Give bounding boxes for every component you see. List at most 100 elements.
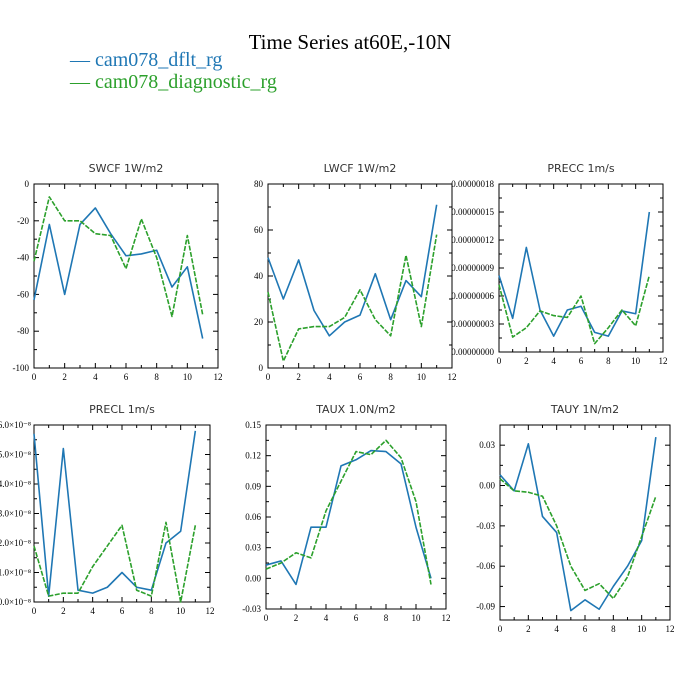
- panel-3-ytick-label: 0.00000003: [451, 319, 494, 329]
- panel-6-series-diagnostic-line: [499, 478, 657, 600]
- legend-line-dflt: —: [70, 49, 95, 71]
- panel-2-title: LWCF 1W/m2: [324, 162, 397, 175]
- panel-6-xtick-label: 6: [583, 624, 588, 634]
- panel-2-ytick-label: 40: [254, 271, 264, 281]
- panel-4-ytick-label: 3.0×10⁻⁸: [0, 509, 31, 519]
- panel-2-ytick-label: 60: [254, 225, 264, 235]
- panel-5-xtick-label: 12: [442, 613, 451, 623]
- panel-1-xtick-label: 4: [93, 372, 98, 382]
- panel-4-xtick-label: 4: [90, 606, 95, 616]
- panel-3-series-dflt-line: [498, 211, 651, 337]
- panel-6-ytick-label: 0.00: [479, 481, 495, 491]
- panel-6-xtick-label: 0: [498, 624, 503, 634]
- panel-1-series-dflt-line: [33, 207, 204, 339]
- page-title: Time Series at60E,-10N: [248, 30, 452, 54]
- panel-2-xtick-label: 6: [358, 372, 363, 382]
- panel-2-xtick-label: 0: [266, 372, 271, 382]
- panel-4-ytick-label: 0.0×10⁻⁸: [0, 597, 31, 607]
- panel-1-ytick-label: 0: [25, 179, 30, 189]
- panel-5-ytick-label: 0.15: [245, 420, 261, 430]
- panel-1-xtick-label: 8: [154, 372, 159, 382]
- panel-6-xtick-label: 2: [526, 624, 531, 634]
- panel-5-title: TAUX 1.0N/m2: [315, 403, 396, 416]
- panel-6-xtick-label: 4: [554, 624, 559, 634]
- panel-1-xtick-label: 0: [32, 372, 37, 382]
- legend-label-diagnostic: cam078_diagnostic_rg: [95, 71, 277, 93]
- legend-entry-dflt: — cam078_dflt_rg: [70, 49, 222, 72]
- panel-3-xtick-label: 0: [497, 356, 502, 366]
- panel-3-ytick-label: 0.00000015: [451, 207, 494, 217]
- panel-3-title: PRECC 1m/s: [547, 162, 615, 175]
- panel-3-xtick-label: 8: [606, 356, 611, 366]
- panel-1-ytick-label: -40: [17, 253, 29, 263]
- panel-4-xtick-label: 8: [149, 606, 154, 616]
- panel-5-ytick-label: 0.00: [245, 573, 261, 583]
- panel-2-xtick-label: 10: [417, 372, 427, 382]
- panel-6-ytick-label: -0.09: [476, 602, 495, 612]
- panel-3-ytick-label: 0.00000018: [451, 179, 494, 189]
- panel-1-frame: [33, 183, 219, 369]
- panel-1-series-diagnostic-line: [33, 196, 204, 318]
- panel-2-xtick-label: 8: [388, 372, 393, 382]
- panel-1-ytick-label: -20: [17, 216, 29, 226]
- panel-4-xtick-label: 2: [61, 606, 66, 616]
- panel-2-ytick-label: 0: [259, 363, 264, 373]
- panel-4-ytick-label: 5.0×10⁻⁸: [0, 450, 31, 460]
- panel-5-xtick-label: 0: [264, 613, 269, 623]
- panel-6-xtick-label: 8: [611, 624, 616, 634]
- panel-5-xtick-label: 8: [384, 613, 389, 623]
- panel-3-xtick-label: 12: [659, 356, 668, 366]
- panel-3-ytick-label: 0.00000000: [451, 347, 494, 357]
- panel-3-xtick-label: 6: [579, 356, 584, 366]
- panel-4-series-dflt-line: [33, 430, 197, 597]
- panel-5-xtick-label: 10: [412, 613, 422, 623]
- panel-4-ytick-label: 6.0×10⁻⁸: [0, 420, 31, 430]
- panel-3-ytick-label: 0.00000006: [451, 291, 494, 301]
- panel-3-series-diagnostic-line: [498, 275, 651, 345]
- panel-5-ytick-label: 0.03: [245, 543, 261, 553]
- panel-6-xtick-label: 10: [637, 624, 647, 634]
- panel-1-xtick-label: 6: [124, 372, 129, 382]
- panel-5-series-dflt-line: [265, 449, 432, 586]
- panel-1-xtick-label: 12: [214, 372, 223, 382]
- panel-4-series-diagnostic-line: [33, 521, 197, 603]
- panel-5-xtick-label: 6: [354, 613, 359, 623]
- panel-4-ytick-label: 2.0×10⁻⁸: [0, 538, 31, 548]
- panel-4-title: PRECL 1m/s: [89, 403, 155, 416]
- panel-6-ytick-label: -0.03: [476, 521, 495, 531]
- panel-1-ytick-label: -60: [17, 289, 29, 299]
- panel-6-ytick-label: -0.06: [476, 561, 495, 571]
- panel-3-ytick-label: 0.00000012: [451, 235, 494, 245]
- panel-4-xtick-label: 0: [32, 606, 37, 616]
- panel-3-xtick-label: 10: [631, 356, 641, 366]
- legend-entry-diagnostic: — cam078_diagnostic_rg: [70, 71, 277, 94]
- panel-2-xtick-label: 2: [296, 372, 301, 382]
- panel-3-ytick-label: 0.00000009: [451, 263, 494, 273]
- panel-1-ytick-label: -100: [13, 363, 30, 373]
- panel-5-ytick-label: -0.03: [242, 604, 261, 614]
- panel-4-xtick-label: 6: [120, 606, 125, 616]
- panel-6-title: TAUY 1N/m2: [550, 403, 619, 416]
- panel-2-xtick-label: 12: [448, 372, 457, 382]
- panel-4-ytick-label: 4.0×10⁻⁸: [0, 479, 31, 489]
- panel-4-xtick-label: 10: [176, 606, 186, 616]
- legend-line-diagnostic: —: [70, 71, 95, 93]
- panel-5-series-diagnostic-line: [265, 439, 432, 585]
- panel-2-series-diagnostic-line: [267, 234, 438, 362]
- panel-2-xtick-label: 4: [327, 372, 332, 382]
- panel-3-frame: [498, 183, 664, 353]
- panel-6-ytick-label: 0.03: [479, 440, 495, 450]
- panel-5-xtick-label: 4: [324, 613, 329, 623]
- panel-5-ytick-label: 0.09: [245, 481, 261, 491]
- panel-5-xtick-label: 2: [294, 613, 299, 623]
- panel-3-xtick-label: 2: [524, 356, 529, 366]
- panel-5-ytick-label: 0.06: [245, 512, 261, 522]
- panel-2-ytick-label: 20: [254, 317, 264, 327]
- panel-4-ytick-label: 1.0×10⁻⁸: [0, 568, 31, 578]
- panel-3-xtick-label: 4: [551, 356, 556, 366]
- panel-2-ytick-label: 80: [254, 179, 264, 189]
- panel-1-ytick-label: -80: [17, 326, 29, 336]
- panel-2-series-dflt-line: [267, 204, 438, 337]
- panel-4-xtick-label: 12: [206, 606, 215, 616]
